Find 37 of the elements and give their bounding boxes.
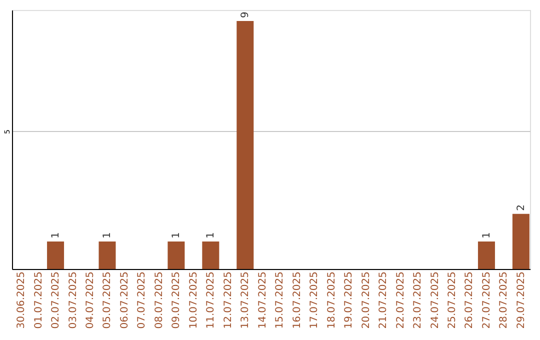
x-tick-label: 01.07.2025 (33, 272, 44, 329)
x-tick-label: 08.07.2025 (154, 272, 165, 329)
data-label: 1 (102, 232, 114, 238)
x-tick-label: 07.07.2025 (136, 272, 148, 329)
x-tick-label: 13.07.2025 (240, 272, 252, 329)
x-tick-label: 15.07.2025 (274, 272, 286, 329)
data-label: 9 (240, 12, 252, 18)
x-tick-label: 26.07.2025 (464, 272, 476, 329)
x-tick-label: 24.07.2025 (430, 272, 441, 329)
x-tick-label: 10.07.2025 (188, 272, 200, 329)
x-tick-label: 23.07.2025 (412, 272, 424, 329)
x-tick-label: 20.07.2025 (360, 272, 372, 329)
x-tick-label: 29.07.2025 (516, 272, 527, 329)
x-tick-label: 21.07.2025 (378, 272, 390, 329)
x-tick-label: 11.07.2025 (206, 272, 217, 329)
data-label: 1 (481, 232, 492, 238)
x-tick-label: 06.07.2025 (119, 272, 130, 329)
x-tick-label: 14.07.2025 (257, 272, 268, 329)
x-tick-label: 02.07.2025 (50, 272, 62, 329)
data-label: 1 (171, 232, 182, 238)
x-tick-label: 16.07.2025 (292, 272, 303, 329)
x-tick-label: 09.07.2025 (171, 272, 182, 329)
x-tick-label: 25.07.2025 (447, 272, 458, 329)
x-tick-label: 28.07.2025 (498, 272, 510, 329)
x-tick-label: 12.07.2025 (222, 272, 234, 329)
x-tick-label: 18.07.2025 (326, 272, 338, 329)
x-tick-label: 04.07.2025 (85, 272, 96, 329)
x-tick-label: 03.07.2025 (68, 272, 79, 329)
x-tick-label: 17.07.2025 (309, 272, 320, 329)
x-tick-label: 05.07.2025 (102, 272, 114, 329)
data-label: 2 (516, 204, 527, 211)
data-label: 1 (206, 232, 217, 238)
x-tick-label: 19.07.2025 (344, 272, 355, 329)
x-tick-label: 30.06.2025 (16, 272, 28, 329)
x-tick-label: 22.07.2025 (395, 272, 406, 329)
data-label: 1 (50, 232, 62, 238)
x-tick-label: 27.07.2025 (481, 272, 492, 329)
